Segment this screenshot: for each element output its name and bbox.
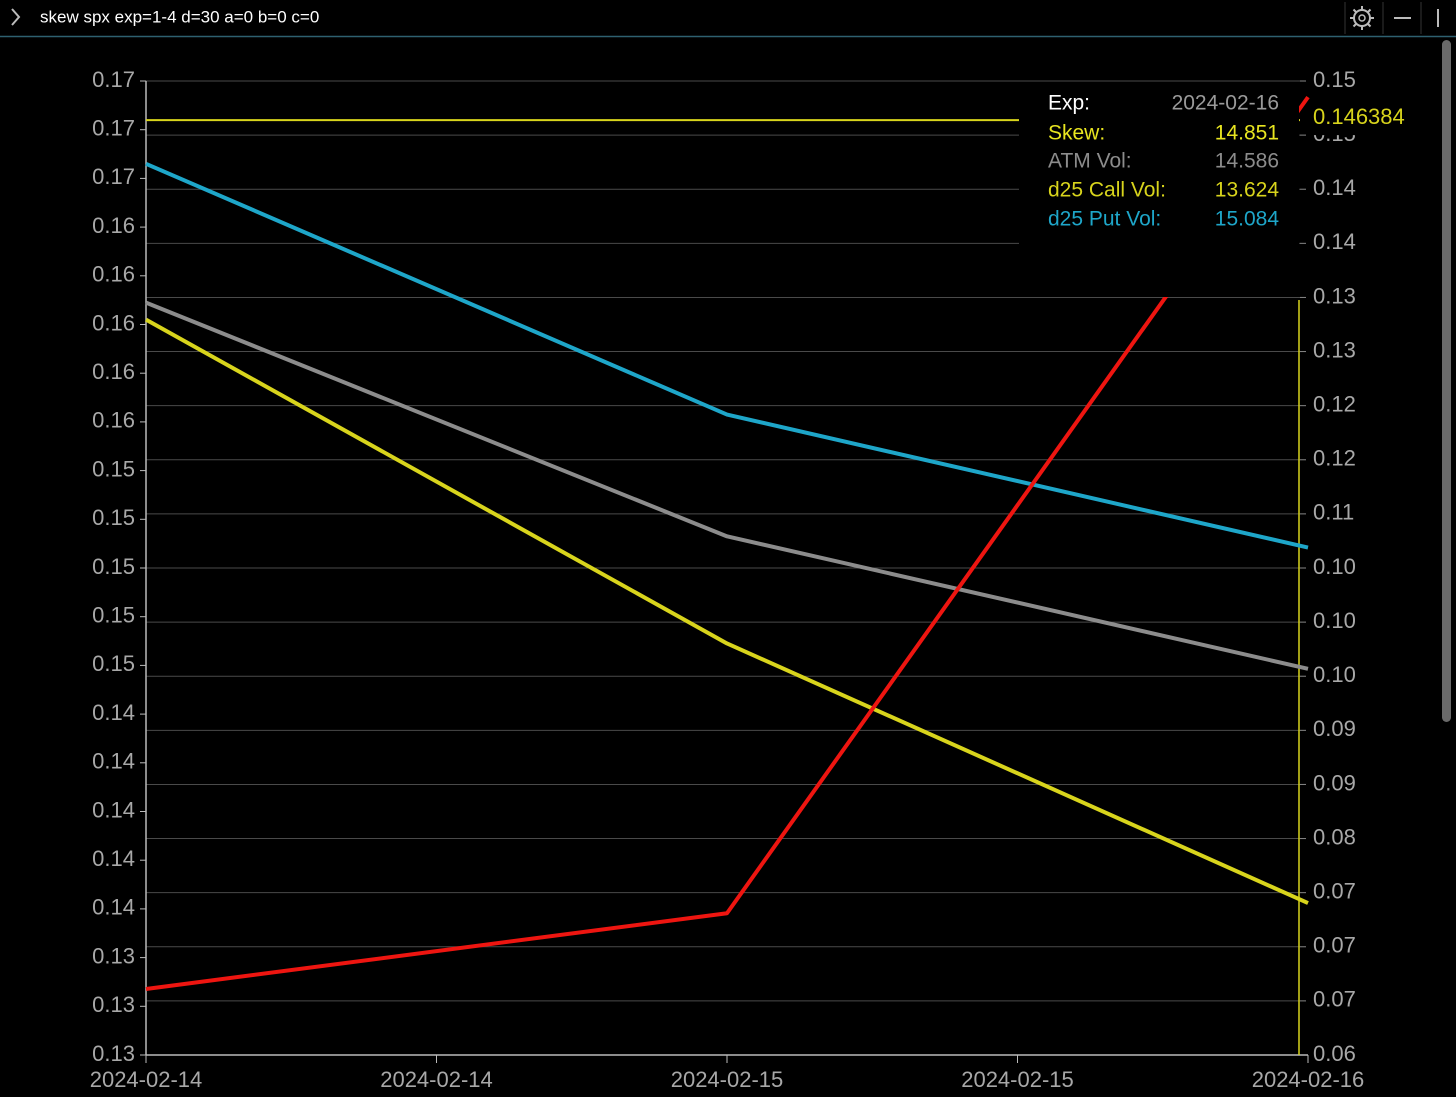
command-input[interactable]: skew spx exp=1-4 d=30 a=0 b=0 c=0 bbox=[40, 7, 319, 26]
y-tick-label: 0.15 bbox=[92, 554, 135, 579]
y-tick-label: 0.14 bbox=[92, 700, 135, 725]
y-tick-label: 0.15 bbox=[92, 456, 135, 481]
y2-tick-label: 0.07 bbox=[1313, 878, 1356, 903]
y-tick-label: 0.14 bbox=[92, 749, 135, 774]
y2-tick-label: 0.09 bbox=[1313, 770, 1356, 795]
y2-tick-label: 0.15 bbox=[1313, 67, 1356, 92]
y2-tick-label: 0.07 bbox=[1313, 987, 1356, 1012]
y2-tick-label: 0.10 bbox=[1313, 608, 1356, 633]
y2-tick-label: 0.12 bbox=[1313, 391, 1356, 416]
series-line bbox=[145, 317, 1309, 905]
tooltip-value: 2024-02-16 bbox=[1172, 92, 1279, 115]
reference-label: 0.146384 bbox=[1313, 104, 1405, 129]
series-line bbox=[145, 161, 1309, 550]
y-tick-label: 0.16 bbox=[92, 359, 135, 384]
x-tick-label: 2024-02-14 bbox=[90, 1067, 203, 1092]
y2-tick-label: 0.10 bbox=[1313, 662, 1356, 687]
y2-tick-label: 0.14 bbox=[1313, 175, 1356, 200]
tooltip-value: 15.084 bbox=[1215, 208, 1280, 231]
tooltip-label: Skew: bbox=[1048, 122, 1105, 145]
x-tick-label: 2024-02-16 bbox=[1252, 1067, 1365, 1092]
y-tick-label: 0.13 bbox=[92, 992, 135, 1017]
y2-tick-label: 0.12 bbox=[1313, 446, 1356, 471]
y2-tick-label: 0.11 bbox=[1313, 500, 1354, 525]
y-tick-label: 0.17 bbox=[92, 116, 135, 141]
prompt-icon bbox=[11, 8, 21, 26]
tooltip-label: d25 Put Vol: bbox=[1048, 208, 1161, 231]
y-tick-label: 0.15 bbox=[92, 603, 135, 628]
x-tick-label: 2024-02-15 bbox=[671, 1067, 784, 1092]
plot: 0.06 0.07 0.07 0.07 0.08 0.09 0.09 0.10 0.10 0.10… bbox=[90, 67, 1429, 1092]
y2-tick-label: 0.10 bbox=[1313, 554, 1356, 579]
y-tick-label: 0.16 bbox=[92, 213, 135, 238]
tooltip-value: 14.586 bbox=[1215, 150, 1279, 173]
command-bar bbox=[0, 0, 1456, 36]
settings-button[interactable] bbox=[1350, 6, 1374, 30]
tooltip-label: d25 Call Vol: bbox=[1048, 179, 1166, 202]
y2-tick-label: 0.06 bbox=[1313, 1041, 1356, 1066]
y2-tick-label: 0.09 bbox=[1313, 716, 1356, 741]
y-tick-label: 0.15 bbox=[92, 505, 135, 530]
series-line bbox=[145, 95, 1310, 991]
x-tick-label: 2024-02-14 bbox=[380, 1067, 493, 1092]
reference-label-bg bbox=[1309, 105, 1429, 136]
y-tick-label: 0.15 bbox=[92, 651, 135, 676]
scrollbar-thumb[interactable] bbox=[1442, 40, 1451, 722]
tooltip-label: Exp: bbox=[1048, 92, 1090, 115]
series-line bbox=[145, 300, 1309, 671]
y-tick-label: 0.16 bbox=[92, 408, 135, 433]
y2-tick-label: 0.14 bbox=[1313, 229, 1356, 254]
y2-tick-label: 0.13 bbox=[1313, 337, 1356, 362]
tooltip-label: ATM Vol: bbox=[1048, 150, 1132, 173]
y-tick-label: 0.14 bbox=[92, 797, 135, 822]
y-tick-label: 0.16 bbox=[92, 262, 135, 287]
y-tick-label: 0.13 bbox=[92, 943, 135, 968]
y-tick-label: 0.14 bbox=[92, 846, 135, 871]
y-tick-label: 0.17 bbox=[92, 67, 135, 92]
y-tick-label: 0.16 bbox=[92, 310, 135, 335]
tooltip-value: 13.624 bbox=[1215, 179, 1280, 202]
y2-tick-label: 0.08 bbox=[1313, 824, 1356, 849]
y-tick-label: 0.13 bbox=[92, 1041, 135, 1066]
tooltip-value: 14.851 bbox=[1215, 122, 1279, 145]
y-tick-label: 0.17 bbox=[92, 164, 135, 189]
y-tick-label: 0.14 bbox=[92, 895, 135, 920]
y2-tick-label: 0.07 bbox=[1313, 933, 1356, 958]
tooltip-bg bbox=[1019, 83, 1299, 297]
y2-tick-label: 0.13 bbox=[1313, 283, 1356, 308]
x-tick-label: 2024-02-15 bbox=[961, 1067, 1074, 1092]
